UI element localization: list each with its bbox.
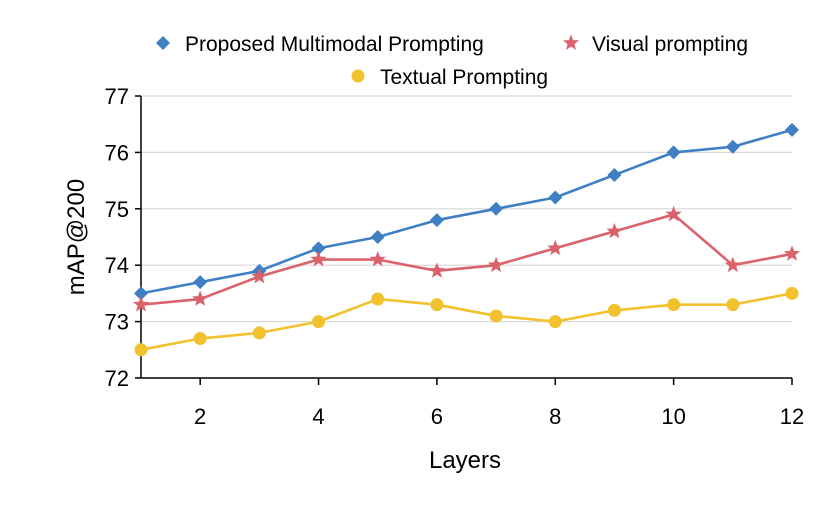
series-line-1 bbox=[140, 128, 793, 295]
x-tick-label-6: 6 bbox=[431, 404, 443, 429]
series-3-point-10 bbox=[667, 298, 681, 312]
series-3-point-7 bbox=[489, 309, 503, 323]
y-tick-label-75: 75 bbox=[105, 197, 129, 222]
series-1-point-1 bbox=[134, 286, 148, 301]
series-3-point-5 bbox=[371, 292, 385, 306]
series-line-2 bbox=[140, 213, 793, 306]
series-2 bbox=[132, 205, 801, 312]
series-1-point-2 bbox=[193, 275, 208, 290]
series-3-point-8 bbox=[548, 315, 562, 329]
series-2-point-3 bbox=[251, 267, 268, 284]
x-tick-label-8: 8 bbox=[549, 404, 561, 429]
series-3-point-12 bbox=[785, 286, 799, 300]
series-2-point-4 bbox=[310, 251, 327, 267]
series-3-point-9 bbox=[607, 303, 621, 317]
legend-marker-1 bbox=[156, 36, 170, 50]
series-line-3 bbox=[140, 292, 793, 352]
x-tick-label-4: 4 bbox=[312, 404, 324, 429]
legend-label-3: Textual Prompting bbox=[380, 66, 548, 89]
series-3-point-6 bbox=[430, 298, 444, 312]
legend-item-2: Visual prompting bbox=[562, 33, 748, 56]
legend-marker-2 bbox=[562, 34, 580, 50]
legend-label-1: Proposed Multimodal Prompting bbox=[185, 33, 484, 56]
series-1-point-6 bbox=[429, 213, 444, 228]
series-1-point-8 bbox=[548, 190, 563, 205]
y-tick-label-72: 72 bbox=[105, 366, 129, 391]
series-3-point-1 bbox=[134, 343, 148, 357]
series-1-point-10 bbox=[666, 145, 681, 160]
legend-item-3: Textual Prompting bbox=[351, 66, 548, 89]
gridlines bbox=[141, 95, 792, 323]
series-2-point-1 bbox=[132, 296, 150, 312]
series-1 bbox=[134, 122, 799, 301]
series-2-point-8 bbox=[547, 239, 564, 256]
series-3-point-11 bbox=[726, 298, 740, 312]
series-3-point-4 bbox=[312, 315, 326, 329]
legend-label-2: Visual prompting bbox=[592, 33, 748, 56]
x-tick-labels: 2 4 6 8 10 12 bbox=[194, 404, 804, 429]
y-tick-labels: 72 73 74 75 76 77 bbox=[105, 84, 129, 391]
series-1-point-4 bbox=[311, 241, 326, 256]
series-2-point-2 bbox=[192, 290, 209, 306]
x-tick-label-10: 10 bbox=[661, 404, 685, 429]
series-2-point-10 bbox=[665, 205, 682, 222]
series-1-point-12 bbox=[785, 122, 799, 137]
series-3-point-2 bbox=[193, 332, 207, 346]
y-tick-label-74: 74 bbox=[105, 253, 129, 278]
series-2-point-7 bbox=[488, 256, 505, 273]
series-2-point-12 bbox=[783, 245, 801, 261]
series-3 bbox=[134, 286, 799, 357]
y-axis-title: mAP@200 bbox=[63, 179, 90, 295]
legend-item-1: Proposed Multimodal Prompting bbox=[156, 33, 484, 56]
series-2-point-6 bbox=[428, 262, 445, 278]
series-1-point-11 bbox=[725, 139, 740, 154]
series-1-point-5 bbox=[370, 230, 385, 244]
series-1-point-9 bbox=[607, 167, 622, 182]
legend: Proposed Multimodal Prompting Visual prom… bbox=[156, 33, 748, 89]
series-3-point-3 bbox=[252, 326, 266, 340]
y-tick-label-73: 73 bbox=[105, 310, 129, 335]
axes bbox=[135, 95, 793, 385]
series-1-point-7 bbox=[489, 201, 504, 216]
series-group bbox=[132, 122, 801, 357]
series-2-point-9 bbox=[606, 222, 623, 239]
legend-marker-3 bbox=[351, 69, 365, 83]
y-tick-label-77: 77 bbox=[105, 84, 129, 109]
series-2-point-11 bbox=[724, 256, 741, 273]
x-tick-label-12: 12 bbox=[780, 404, 804, 429]
series-2-point-5 bbox=[369, 251, 386, 267]
x-tick-label-2: 2 bbox=[194, 404, 206, 429]
y-tick-label-76: 76 bbox=[105, 140, 129, 165]
x-axis-title: Layers bbox=[429, 447, 501, 474]
